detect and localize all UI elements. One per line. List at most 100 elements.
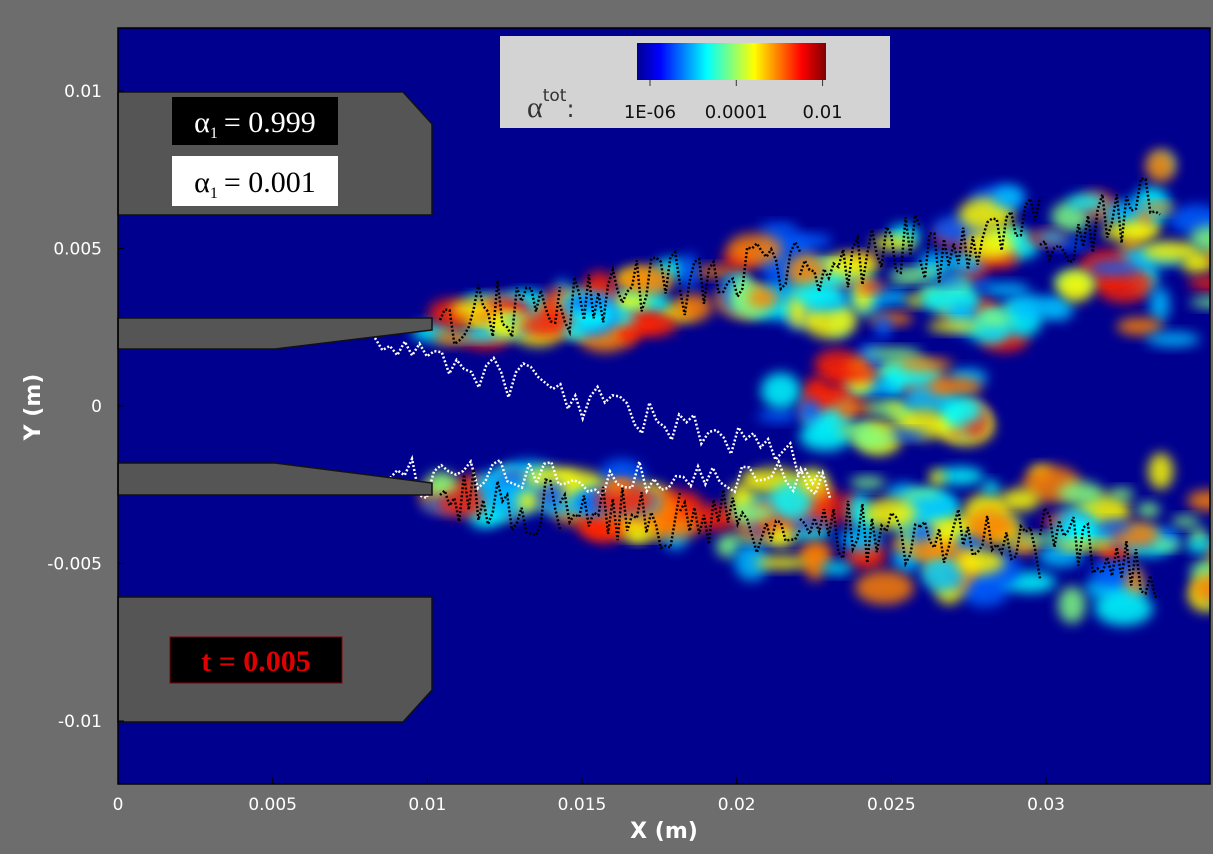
field-blob [849,476,886,489]
field-blob [820,561,853,575]
x-tick-label: 0.01 [408,795,446,815]
field-blob [1187,276,1210,291]
field-blob [977,307,1012,329]
gas-interface [1038,504,1161,599]
field-blob [885,429,927,441]
field-blob [1017,533,1065,545]
field-blob [1116,317,1163,336]
field-blob [834,401,877,415]
field-blob [1148,452,1174,490]
field-blob [1189,225,1210,252]
y-tick-label: 0.01 [64,82,102,102]
field-blob [1055,540,1114,551]
field-blob [940,396,983,425]
field-blob [1185,539,1210,553]
field-blob [786,253,826,289]
annotation-text: = 0.999 [224,106,316,139]
annotation-text: = 0.001 [224,166,316,199]
field-blob [798,398,821,422]
field-blob [821,365,878,383]
field-blob [1149,286,1170,323]
field-blob [927,320,979,333]
field-blob [866,401,898,415]
field [373,149,1210,626]
field-blob [438,491,488,517]
liquid-interface [373,337,822,486]
colorbar-sup: tot [543,86,567,106]
field-blob [451,299,493,317]
field-blob [803,303,858,339]
x-tick-label: 0.005 [248,795,297,815]
field-blob [1068,193,1107,212]
annotation-sub: 1 [210,185,218,202]
field-blob [1192,575,1210,603]
field-blob [729,503,777,523]
gas-interface [799,500,921,568]
field-blob [909,519,936,549]
field-blob [863,347,923,359]
field-blob [854,570,914,605]
field-blob [564,323,585,340]
field-blob [851,428,893,450]
field-blob [982,480,1000,495]
colorbar-suffix: : [566,95,574,123]
annotation-box [169,636,343,684]
field-blob [1058,481,1104,506]
field-blob [1169,204,1210,235]
field-blob [1004,295,1063,319]
field-blob [1096,519,1131,534]
colorbar-tick-label: 0.01 [803,102,843,123]
field-blob [992,185,1025,208]
x-tick-label: 0.015 [558,795,607,815]
field-blob [691,265,744,278]
field-blob [875,313,892,340]
gas-interface [678,239,802,316]
field-blob [983,282,1031,297]
field-blob [756,410,800,423]
field-blob [887,273,926,284]
field-blob [937,250,985,273]
x-tick-label: 0.02 [718,795,756,815]
field-blob [771,482,813,520]
gas-interface [798,210,922,292]
field-blob [1036,230,1066,244]
field-blob [897,357,954,372]
field-blob [966,509,1015,542]
field-blob [608,294,651,310]
colorbar-tick-label: 1E-06 [624,102,676,123]
annotation: t = 0.005 [201,645,311,678]
field-blob [908,541,964,557]
field-blob [920,555,966,592]
gas-interface [438,280,562,347]
annotation: α1 = 0.999 [194,106,316,142]
field-blob [681,252,698,291]
field-blob [517,490,538,512]
field-blob [928,469,946,486]
field-blob [1109,487,1135,500]
y-tick-label: 0 [91,397,102,417]
x-axis-title: X (m) [630,819,698,844]
gas-interface [558,486,682,550]
field-blob [1094,591,1153,626]
field-blob [627,313,678,337]
field-blob [1189,296,1210,308]
colorbar-symbol: α [527,91,543,124]
field-blob [618,266,675,295]
field-blob [928,377,983,397]
y-tick-label: 0.005 [53,240,102,260]
colorbar-tick-label: 0.0001 [705,102,768,123]
y-axis-title: Y (m) [21,374,46,442]
field-blob [1088,260,1141,276]
annotation-text: t = 0.005 [201,645,311,678]
field-blob [1102,221,1153,242]
field-blob [804,548,826,581]
gas-interface [558,249,682,337]
field-blob [1187,490,1210,511]
field-blob [875,289,910,305]
field-blob [577,517,609,538]
gas-interface [678,489,802,557]
gas-interface [919,509,1042,579]
field-blob [1145,149,1176,183]
field-blob [1057,586,1086,624]
